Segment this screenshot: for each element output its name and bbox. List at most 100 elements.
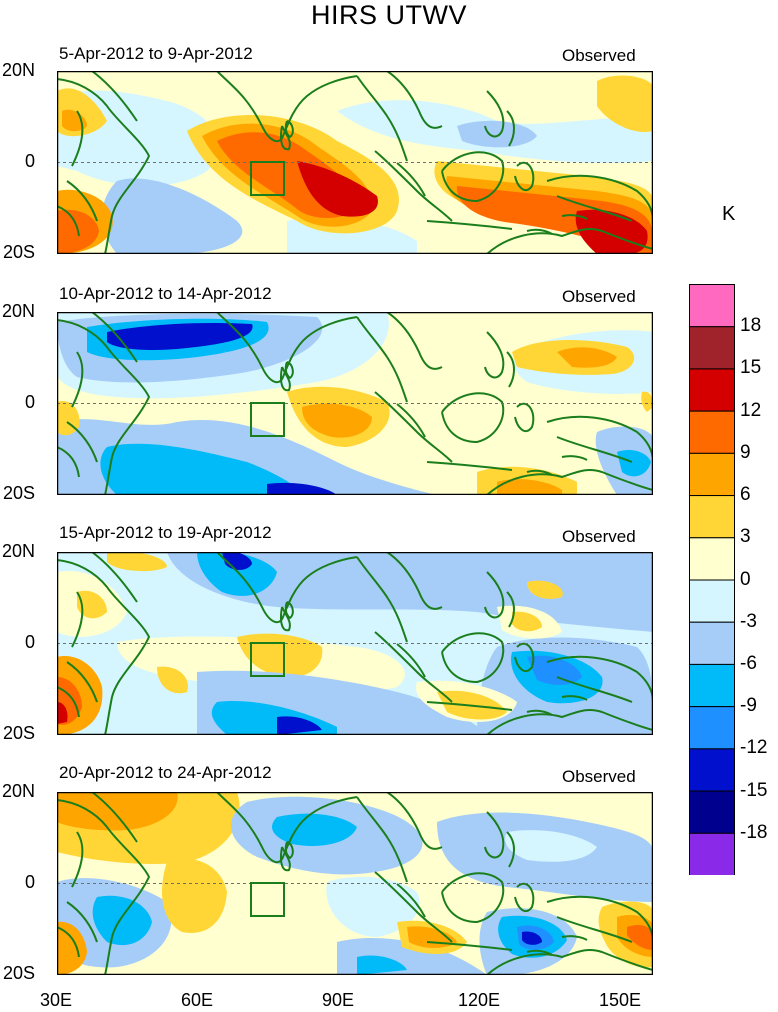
colorbar-box-1: [689, 326, 735, 370]
panel-frame-2: [57, 312, 653, 495]
coastline-2-1: [91, 312, 138, 363]
figure-title: HIRS UTWV: [311, 0, 467, 30]
coastlines-3: [57, 552, 653, 735]
colorbar-label-6: 0: [740, 568, 751, 590]
xlabel-120e: 120E: [457, 990, 501, 1010]
colorbar-label-4: 6: [740, 484, 751, 506]
coastline-4-16: [506, 831, 515, 868]
map-panel-1-svg: [57, 71, 653, 254]
coastline-4-8: [356, 796, 408, 883]
coastline-3-13: [441, 632, 505, 683]
panel-3-period: 15-Apr-2012 to 19-Apr-2012: [59, 523, 272, 542]
coastline-1-9: [386, 71, 443, 129]
ylabel-p1-eq: 0: [24, 151, 35, 171]
coastline-2-2: [71, 351, 84, 408]
target-box-2: [250, 402, 285, 437]
coastline-3-8: [356, 556, 408, 643]
panel-4-observed-label: Observed: [562, 767, 636, 786]
coastlines-4: [57, 792, 653, 975]
coastline-1-15: [484, 90, 505, 138]
ylabel-p2-20s: 20S: [2, 483, 35, 503]
coastline-4-14: [514, 882, 535, 913]
coastline-2-11: [396, 403, 426, 438]
coastline-3-5: [216, 552, 358, 624]
coastline-4-17: [546, 895, 653, 943]
map-panel-1: [57, 71, 653, 254]
colorbar-box-0: [689, 284, 735, 328]
ylabel-p1-20n: 20N: [1, 60, 35, 80]
coastline-1-5: [216, 71, 358, 143]
coastline-1-19: [486, 227, 653, 254]
ylabel-p2-eq: 0: [24, 392, 35, 412]
panel-frame-4: [57, 792, 653, 975]
map-panel-4: [57, 792, 653, 975]
coastline-1-13: [441, 151, 505, 202]
coastline-4-7: [284, 841, 294, 859]
map-panel-3: [57, 552, 653, 735]
coastline-1-11: [396, 162, 426, 197]
colorbar-label-1: 15: [740, 357, 762, 379]
coastline-2-0: [57, 319, 150, 495]
ylabel-p1-20s: 20S: [2, 242, 35, 262]
coastline-4-3: [66, 901, 98, 943]
colorbar-unit: K: [722, 203, 736, 225]
coastline-3-4: [57, 686, 80, 718]
coastline-1-16: [506, 110, 515, 147]
colorbar-label-3: 9: [740, 441, 751, 463]
colorbar-box-10: [689, 706, 735, 750]
coastline-3-21: [561, 695, 588, 701]
colorbar-box-2: [689, 368, 735, 412]
anomaly-contours-4: [57, 792, 653, 975]
xlabel-90e: 90E: [321, 990, 355, 1010]
coastline-2-16: [506, 351, 515, 388]
coastline-1-17: [546, 174, 653, 222]
map-panel-2: [57, 312, 653, 495]
coastline-3-12: [426, 701, 513, 711]
coastline-1-20: [526, 228, 553, 235]
panel-2-period: 10-Apr-2012 to 14-Apr-2012: [59, 284, 272, 303]
coastline-3-0: [57, 559, 150, 735]
coastline-2-14: [514, 402, 535, 433]
coastline-4-11: [396, 883, 426, 918]
coastline-4-21: [561, 935, 588, 941]
coastline-3-18: [556, 676, 633, 703]
coastline-3-10: [374, 631, 453, 703]
coastline-2-10: [374, 391, 453, 463]
coastline-4-18: [556, 916, 633, 943]
coastline-2-7: [284, 361, 294, 379]
coastline-3-20: [526, 709, 553, 716]
coastline-3-2: [71, 591, 84, 648]
target-box-1: [250, 161, 285, 196]
coastline-4-2: [71, 831, 84, 888]
coastline-3-3: [66, 661, 98, 703]
coastline-3-1: [91, 552, 138, 603]
anomaly-contours-1: [57, 75, 653, 254]
coastline-3-9: [386, 552, 443, 610]
coastline-1-18: [556, 195, 633, 222]
colorbar-box-3: [689, 410, 735, 454]
coastline-2-8: [356, 316, 408, 403]
colorbar: [689, 284, 735, 875]
coastline-4-9: [386, 792, 443, 850]
colorbar-box-8: [689, 621, 735, 665]
coastline-4-0: [57, 799, 150, 975]
panel-3-observed-label: Observed: [562, 527, 636, 546]
coastline-2-21: [561, 455, 588, 461]
coastline-3-15: [484, 571, 505, 619]
coastline-1-2: [71, 110, 84, 167]
coastline-1-0: [57, 78, 150, 254]
colorbar-box-9: [689, 663, 735, 708]
target-box-4: [250, 882, 285, 917]
coastline-1-21: [561, 214, 588, 220]
coastline-2-5: [216, 312, 358, 384]
colorbar-label-8: -6: [740, 652, 757, 674]
colorbar-label-11: -15: [740, 779, 768, 801]
ylabel-p2-20n: 20N: [1, 301, 35, 321]
coastline-2-15: [484, 331, 505, 379]
anomaly-contours-3: [57, 552, 653, 735]
panel-frame-1: [57, 71, 653, 254]
coastline-1-8: [356, 75, 408, 162]
coastlines-1: [57, 71, 653, 254]
colorbar-label-9: -9: [740, 695, 757, 717]
coastline-1-1: [91, 71, 138, 122]
